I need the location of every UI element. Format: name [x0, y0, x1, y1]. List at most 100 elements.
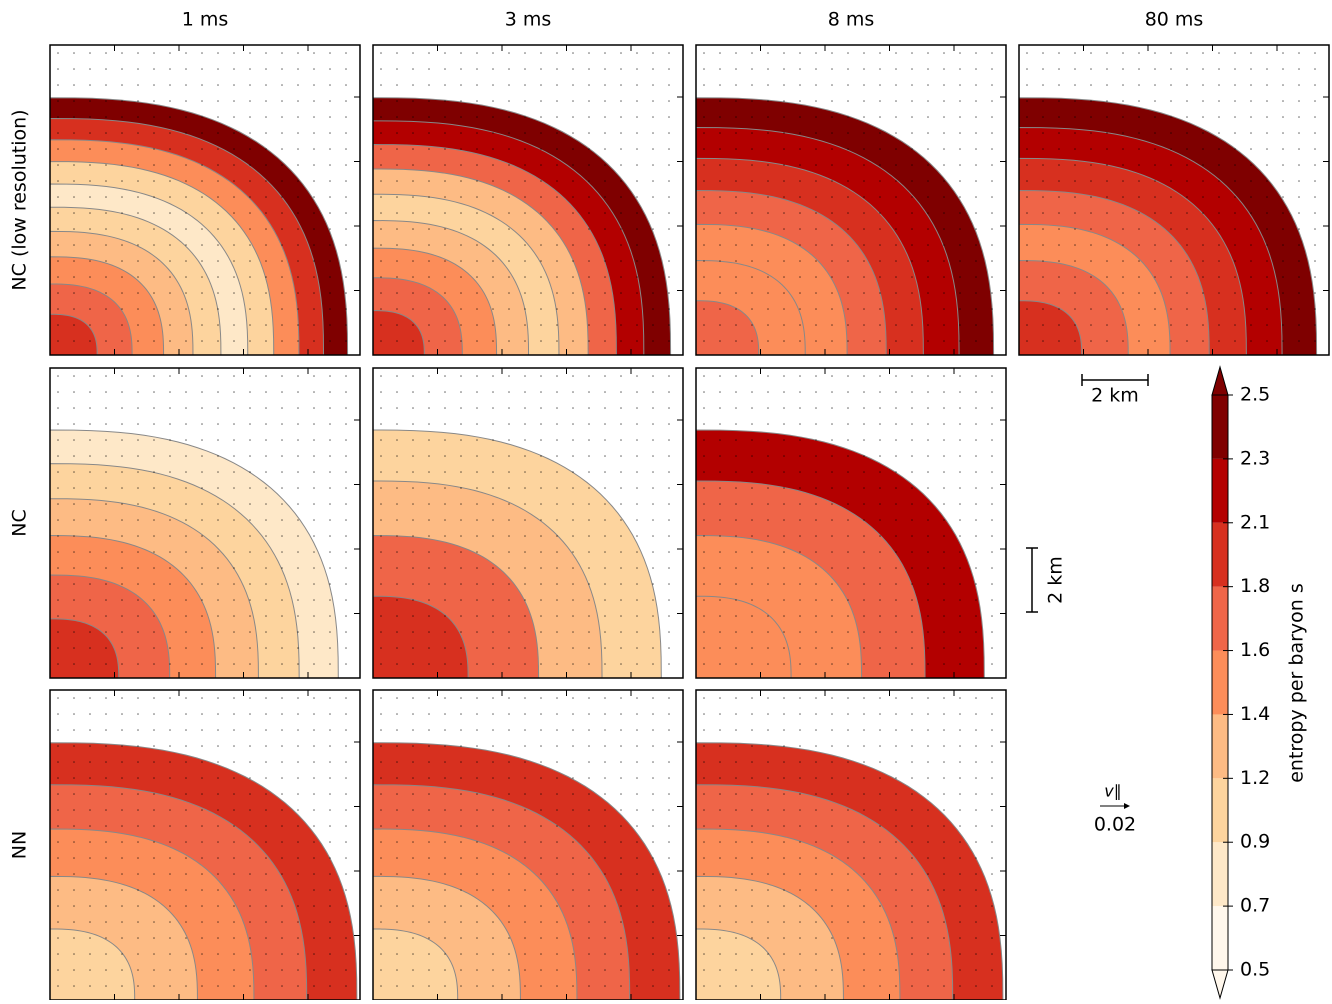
velocity-dot: [524, 873, 526, 875]
velocity-dot: [636, 471, 638, 473]
velocity-dot: [572, 423, 574, 425]
velocity-dot: [169, 391, 171, 393]
velocity-dot: [265, 164, 267, 166]
velocity-dot: [895, 228, 897, 230]
velocity-dot: [1138, 84, 1140, 86]
velocity-dot: [329, 647, 331, 649]
velocity-dot: [153, 148, 155, 150]
velocity-dot: [735, 825, 737, 827]
velocity-dot: [895, 116, 897, 118]
velocity-dot: [428, 697, 430, 699]
velocity-dot: [73, 825, 75, 827]
velocity-dot: [620, 905, 622, 907]
velocity-dot: [265, 340, 267, 342]
velocity-dot: [620, 969, 622, 971]
velocity-dot: [1234, 164, 1236, 166]
velocity-dot: [831, 953, 833, 955]
velocity-dot: [265, 391, 267, 393]
velocity-dot: [556, 308, 558, 310]
velocity-symbol: v∥: [1104, 782, 1121, 801]
velocity-dot: [137, 599, 139, 601]
velocity-dot: [444, 825, 446, 827]
velocity-dot: [345, 391, 347, 393]
velocity-dot: [652, 148, 654, 150]
velocity-dot: [313, 292, 315, 294]
velocity-dot: [329, 729, 331, 731]
velocity-dot: [751, 857, 753, 859]
velocity-dot: [233, 423, 235, 425]
row-label: NC: [9, 509, 31, 536]
velocity-dot: [620, 164, 622, 166]
velocity-dot: [1042, 148, 1044, 150]
velocity-dot: [508, 567, 510, 569]
velocity-dot: [703, 647, 705, 649]
velocity-dot: [297, 180, 299, 182]
velocity-dot: [508, 857, 510, 859]
velocity-dot: [815, 921, 817, 923]
velocity-dot: [185, 132, 187, 134]
velocity-dot: [412, 52, 414, 54]
velocity-dot: [572, 953, 574, 955]
velocity-dot: [783, 423, 785, 425]
velocity-dot: [89, 599, 91, 601]
velocity-dot: [572, 196, 574, 198]
velocity-dot: [879, 889, 881, 891]
velocity-dot: [879, 375, 881, 377]
velocity-dot: [233, 52, 235, 54]
velocity-dot: [1250, 260, 1252, 262]
velocity-dot: [991, 423, 993, 425]
velocity-dot: [991, 100, 993, 102]
velocity-dot: [783, 599, 785, 601]
velocity-dot: [185, 551, 187, 553]
velocity-dot: [943, 260, 945, 262]
velocity-dot: [636, 809, 638, 811]
velocity-dot: [1202, 228, 1204, 230]
velocity-dot: [879, 116, 881, 118]
velocity-dot: [959, 809, 961, 811]
velocity-dot: [153, 196, 155, 198]
velocity-dot: [313, 260, 315, 262]
velocity-dot: [1026, 276, 1028, 278]
velocity-dot: [767, 68, 769, 70]
velocity-dot: [412, 857, 414, 859]
velocity-dot: [233, 84, 235, 86]
velocity-dot: [1218, 100, 1220, 102]
velocity-dot: [620, 857, 622, 859]
velocity-dot: [217, 439, 219, 441]
velocity-dot: [620, 84, 622, 86]
velocity-dot: [783, 841, 785, 843]
velocity-dot: [847, 535, 849, 537]
velocity-dot: [153, 439, 155, 441]
velocity-dot: [735, 116, 737, 118]
velocity-dot: [863, 583, 865, 585]
velocity-dot: [879, 340, 881, 342]
velocity-dot: [911, 244, 913, 246]
velocity-dot: [863, 471, 865, 473]
velocity-dot: [412, 375, 414, 377]
velocity-dot: [831, 308, 833, 310]
velocity-dot: [313, 503, 315, 505]
velocity-dot: [652, 615, 654, 617]
velocity-dot: [703, 52, 705, 54]
velocity-dot: [668, 375, 670, 377]
velocity-dot: [460, 407, 462, 409]
velocity-dot: [1058, 324, 1060, 326]
velocity-dot: [121, 985, 123, 987]
velocity-dot: [943, 873, 945, 875]
velocity-dot: [412, 260, 414, 262]
velocity-dot: [313, 567, 315, 569]
velocity-dot: [815, 423, 817, 425]
velocity-dot: [121, 745, 123, 747]
velocity-dot: [767, 212, 769, 214]
velocity-dot: [879, 100, 881, 102]
velocity-dot: [73, 487, 75, 489]
velocity-dot: [975, 292, 977, 294]
velocity-dot: [169, 308, 171, 310]
velocity-dot: [1314, 324, 1316, 326]
velocity-dot: [895, 503, 897, 505]
velocity-dot: [991, 340, 993, 342]
velocity-dot: [249, 647, 251, 649]
velocity-dot: [345, 68, 347, 70]
velocity-dot: [636, 292, 638, 294]
velocity-dot: [831, 84, 833, 86]
